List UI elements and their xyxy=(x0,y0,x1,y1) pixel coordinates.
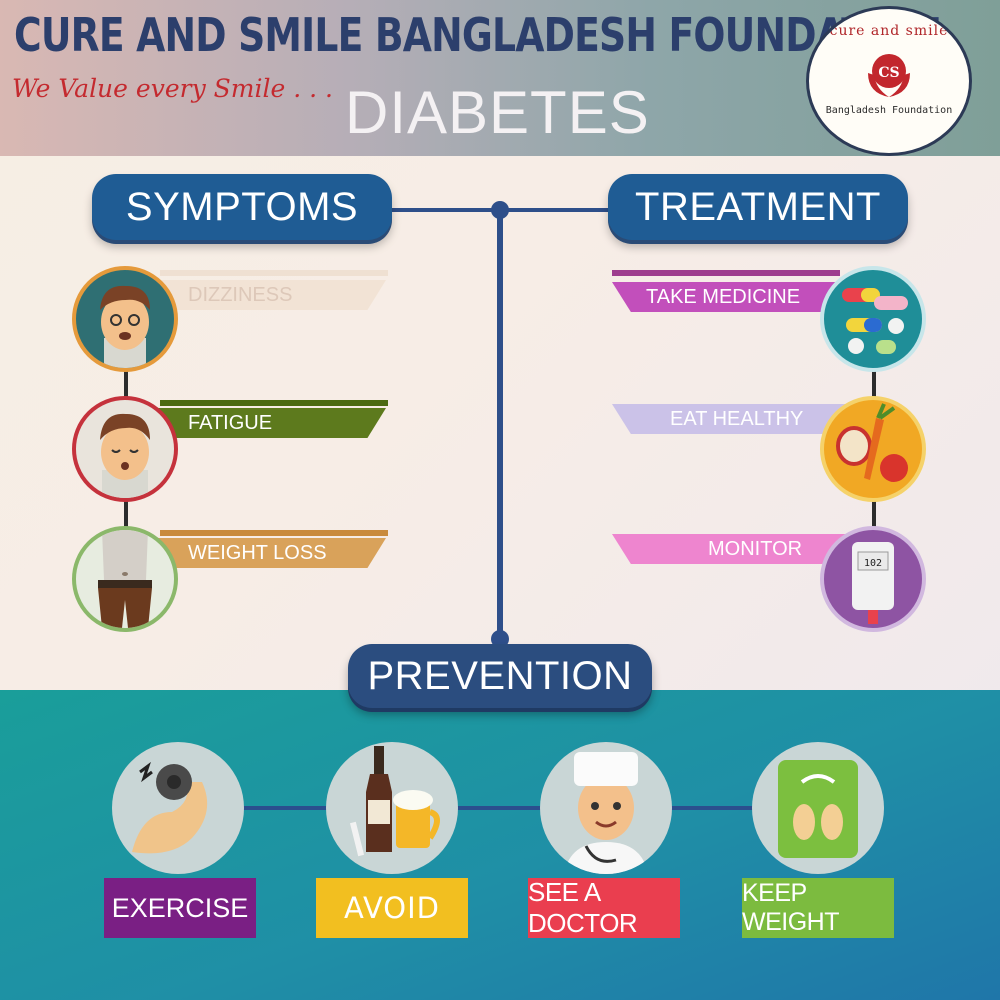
prevention-see-a-doctor: SEE A DOCTOR xyxy=(528,877,680,938)
prevention-avoid: AVOID xyxy=(316,878,468,938)
prevention-heading: PREVENTION xyxy=(348,644,652,708)
symptoms-heading: SYMPTOMS xyxy=(92,174,392,240)
glucose-meter-icon: 102 xyxy=(820,526,926,632)
medicine-strip xyxy=(612,270,840,276)
page-title: DIABETES xyxy=(345,79,650,146)
connector-node-bottom xyxy=(491,630,509,648)
prevention-keep-weight: KEEP WEIGHT xyxy=(742,878,894,938)
weight-loss-strip xyxy=(160,530,388,536)
symptom-dizziness: DIZZINESS xyxy=(154,280,386,310)
alcohol-cigarette-icon xyxy=(326,742,458,874)
pills-icon xyxy=(820,266,926,372)
foundation-logo: cure and smile CS Bangladesh Foundation xyxy=(806,6,972,156)
doctor-icon xyxy=(540,742,672,874)
tagline: We Value every Smile . . . xyxy=(12,74,333,103)
treatment-eat-healthy: EAT HEALTHY xyxy=(612,404,848,434)
waist-icon xyxy=(72,526,178,632)
tired-face-icon xyxy=(72,396,178,502)
dizzy-face-icon xyxy=(72,266,178,372)
hands-heart-icon: CS xyxy=(868,54,910,97)
prevention-connector xyxy=(180,806,840,810)
logo-mark-text: CS xyxy=(878,65,899,81)
treatment-heading: TREATMENT xyxy=(608,174,908,240)
treatment-monitor: MONITOR xyxy=(612,534,848,564)
fruit-vegetable-icon xyxy=(820,396,926,502)
meter-reading: 102 xyxy=(864,558,882,569)
symptom-fatigue: FATIGUE xyxy=(154,408,386,438)
fatigue-strip xyxy=(160,400,388,406)
logo-top-text: cure and smile xyxy=(829,23,949,39)
header-banner: CURE AND SMILE BANGLADESH FOUNDATION We … xyxy=(0,0,1000,156)
dizziness-strip xyxy=(160,270,388,276)
logo-bottom-text: Bangladesh Foundation xyxy=(825,105,953,116)
flexed-arm-icon xyxy=(112,742,244,874)
connector-vertical xyxy=(497,210,503,640)
organization-name: CURE AND SMILE BANGLADESH FOUNDATION xyxy=(14,8,942,62)
scale-icon xyxy=(752,742,884,874)
symptom-weight-loss: WEIGHT LOSS xyxy=(154,538,386,568)
prevention-section: EXERCISE AVOID SEE A DOCTOR KEEP WEIGHT xyxy=(0,690,1000,1000)
treatment-take-medicine: TAKE MEDICINE xyxy=(612,282,848,312)
prevention-exercise: EXERCISE xyxy=(104,878,256,938)
